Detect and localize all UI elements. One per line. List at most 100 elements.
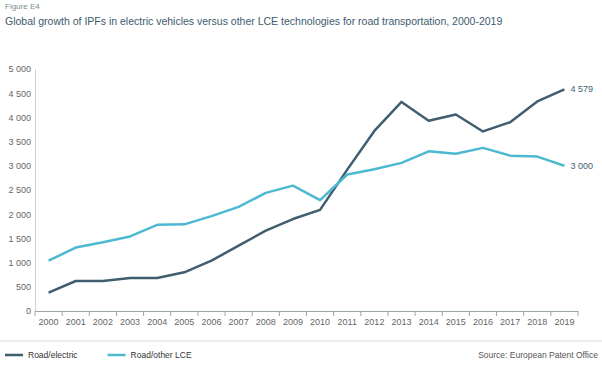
x-tick: 2002 xyxy=(93,311,113,327)
legend-swatch xyxy=(108,354,126,357)
data-label: 3 000 xyxy=(570,161,593,171)
y-axis: 0 500 1 000 1 500 2 000 2 500 3 000 3 500 4 000 4… xyxy=(8,64,35,316)
y-tick-label: 1 000 xyxy=(8,258,31,268)
x-separator xyxy=(225,311,226,316)
x-separator xyxy=(415,311,416,316)
x-tick: 2007 xyxy=(229,311,249,327)
x-tick: 2006 xyxy=(201,311,221,327)
y-axis-line xyxy=(35,70,36,312)
y-tick: 2 500 xyxy=(8,185,35,195)
x-axis: 2000 2001 2002 2003 2004 2005 2006 2007 2008 2009… xyxy=(36,311,579,327)
legend-item: Road/other LCE xyxy=(108,350,192,360)
x-tick: 2015 xyxy=(446,311,466,327)
x-tick-label: 2011 xyxy=(338,317,357,327)
y-tick-label: 500 xyxy=(16,282,31,292)
y-tick-label: 1 500 xyxy=(8,234,31,244)
figure-label: Figure E4 xyxy=(5,2,40,11)
y-tick: 3 500 xyxy=(8,137,35,147)
x-tick-label: 2016 xyxy=(473,317,493,327)
x-separator xyxy=(252,311,253,316)
y-tick: 3 000 xyxy=(8,161,35,171)
x-tick-label: 2003 xyxy=(120,317,140,327)
x-separator xyxy=(143,311,144,316)
y-tick-label: 3 500 xyxy=(8,137,31,147)
y-tick-label: 4 500 xyxy=(8,89,31,99)
x-separator xyxy=(170,311,171,316)
x-tick-label: 2008 xyxy=(256,317,276,327)
y-tick-label: 3 000 xyxy=(8,161,31,171)
x-separator xyxy=(279,311,280,316)
x-tick: 2005 xyxy=(174,311,194,327)
x-tick: 2000 xyxy=(39,311,59,327)
data-label: 4 579 xyxy=(570,84,593,94)
x-tick-label: 2007 xyxy=(229,317,249,327)
y-tick: 5 000 xyxy=(8,64,35,74)
y-tick: 500 xyxy=(16,282,35,292)
x-tick-label: 2019 xyxy=(554,317,574,327)
x-tick-label: 2006 xyxy=(201,317,221,327)
source: Source: European Patent Office xyxy=(478,350,598,360)
x-tick: 2008 xyxy=(256,311,276,327)
legend-swatch xyxy=(5,354,23,357)
plot-area xyxy=(49,89,565,292)
x-separator xyxy=(333,311,334,316)
x-separator xyxy=(496,311,497,316)
x-tick: 2017 xyxy=(500,311,520,327)
x-separator xyxy=(578,311,579,316)
y-tick: 4 000 xyxy=(8,113,35,123)
x-tick-label: 2018 xyxy=(527,317,547,327)
x-separator xyxy=(62,311,63,316)
x-tick-label: 2005 xyxy=(174,317,194,327)
x-tick-label: 2013 xyxy=(392,317,412,327)
x-tick: 2011 xyxy=(338,311,357,327)
x-separator xyxy=(387,311,388,316)
x-tick: 2010 xyxy=(310,311,330,327)
x-tick-label: 2017 xyxy=(500,317,520,327)
x-tick: 2009 xyxy=(283,311,303,327)
x-separator xyxy=(89,311,90,316)
x-separator xyxy=(442,311,443,316)
y-tick-label: 5 000 xyxy=(8,64,31,74)
y-tick: 4 500 xyxy=(8,89,35,99)
x-separator xyxy=(550,311,551,316)
x-separator xyxy=(360,311,361,316)
x-separators xyxy=(35,311,578,316)
x-separator xyxy=(523,311,524,316)
x-tick-label: 2002 xyxy=(93,317,113,327)
legend-label: Road/other LCE xyxy=(131,350,192,360)
x-tick: 2003 xyxy=(120,311,140,327)
legend-item: Road/electric xyxy=(5,350,78,360)
x-tick: 2016 xyxy=(473,311,493,327)
series-line xyxy=(49,148,565,261)
y-tick-label: 0 xyxy=(26,306,31,316)
x-tick-label: 2012 xyxy=(364,317,384,327)
y-tick-label: 4 000 xyxy=(8,113,31,123)
y-tick: 1 500 xyxy=(8,234,35,244)
y-tick: 1 000 xyxy=(8,258,35,268)
x-tick: 2001 xyxy=(66,311,86,327)
x-tick: 2018 xyxy=(527,311,547,327)
y-tick: 0 xyxy=(26,306,35,316)
x-tick-label: 2015 xyxy=(446,317,466,327)
x-separator xyxy=(306,311,307,316)
x-tick: 2004 xyxy=(147,311,167,327)
y-tick: 2 000 xyxy=(8,210,35,220)
x-tick-label: 2009 xyxy=(283,317,303,327)
y-tick-label: 2 000 xyxy=(8,210,31,220)
x-separator xyxy=(197,311,198,316)
footer-rule xyxy=(0,341,602,342)
x-tick: 2019 xyxy=(554,311,574,327)
x-tick-label: 2004 xyxy=(147,317,167,327)
x-tick: 2013 xyxy=(392,311,412,327)
x-separator xyxy=(116,311,117,316)
x-separator xyxy=(35,311,36,316)
chart: Figure E4Global growth of IPFs in electr… xyxy=(0,0,602,383)
y-tick-label: 2 500 xyxy=(8,185,31,195)
x-tick-label: 2000 xyxy=(39,317,59,327)
x-tick: 2014 xyxy=(419,311,439,327)
x-tick-label: 2001 xyxy=(66,317,86,327)
x-tick: 2012 xyxy=(364,311,384,327)
series-line xyxy=(49,89,565,292)
x-tick-label: 2014 xyxy=(419,317,439,327)
legend-label: Road/electric xyxy=(28,350,78,360)
